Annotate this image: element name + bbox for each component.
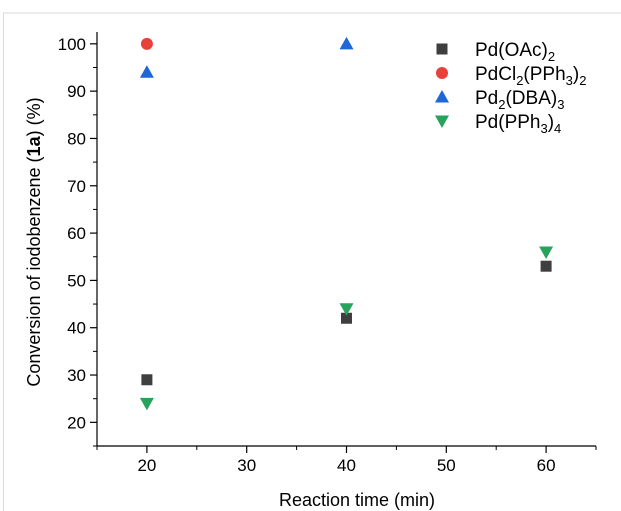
legend-text-part: ): [573, 64, 579, 85]
data-point-triangle-down: [339, 303, 354, 316]
legend-text-part: ): [548, 112, 554, 133]
data-point-triangle-down: [539, 246, 554, 260]
x-tick-label: 40: [337, 456, 356, 475]
y-tick-label: 60: [67, 224, 86, 243]
x-axis-title: Reaction time (min): [279, 490, 435, 510]
legend-subscript: 3: [557, 97, 564, 112]
x-tick-label: 30: [237, 456, 256, 475]
legend-marker-circle: [436, 67, 448, 79]
legend-label: Pd(PPh3)4: [475, 112, 561, 136]
legend-text-part: (DBA): [505, 88, 557, 109]
legend-text-part: Pd(PPh: [475, 112, 540, 133]
data-points: [139, 36, 554, 411]
legend-marker-triangle-up: [435, 90, 449, 103]
y-axis-title-text: Conversion of iodobenzene (: [24, 156, 44, 386]
data-point-circle: [140, 37, 153, 50]
y-tick-label: 80: [67, 129, 86, 148]
data-point-triangle-up: [339, 36, 354, 50]
legend-label: PdCl2(PPh3)2: [475, 64, 586, 88]
y-tick-label: 90: [67, 82, 86, 101]
legend-subscript: 2: [579, 73, 586, 88]
legend-subscript: 3: [540, 121, 547, 136]
legend-marker-triangle-down: [435, 115, 449, 128]
legend-subscript: 2: [548, 49, 555, 64]
legend-text-part: Pd(OAc): [475, 40, 548, 61]
y-axis-title-unit: ) (%): [24, 97, 44, 136]
legend-label: Pd(OAc)2: [475, 40, 555, 64]
y-tick-label: 70: [67, 177, 86, 196]
data-point-square: [341, 312, 352, 324]
x-tick-label: 50: [437, 456, 456, 475]
legend-label: Pd2(DBA)3: [475, 88, 564, 112]
legend-subscript: 2: [516, 73, 523, 88]
y-axis-title-compound: 1a: [24, 135, 44, 156]
legend-subscript: 4: [554, 121, 561, 136]
data-point-square: [540, 260, 552, 272]
data-point-square: [141, 374, 153, 386]
y-tick-label: 20: [67, 413, 86, 432]
x-axis-ticks: 20 30 40 50 60: [96, 446, 597, 475]
x-tick-label: 20: [137, 456, 156, 475]
legend-subscript: 3: [566, 73, 573, 88]
y-tick-label: 40: [67, 319, 86, 338]
legend-text-part: PdCl: [475, 64, 516, 85]
y-tick-label: 30: [67, 366, 86, 385]
y-tick-label: 100: [58, 35, 86, 54]
y-tick-label: 50: [67, 271, 86, 290]
y-axis-title: Conversion of iodobenzene (1a) (%): [24, 97, 44, 386]
legend-text-part: Pd: [475, 88, 498, 109]
x-tick-label: 60: [537, 456, 556, 475]
legend-text-part: (PPh: [523, 64, 565, 85]
y-axis-ticks: 20 30 40 50 60 70 80 90 100: [58, 35, 97, 447]
data-point-triangle-down: [139, 397, 154, 411]
legend-subscript: 2: [498, 97, 505, 112]
legend-marker-square: [436, 43, 448, 55]
data-point-triangle-up: [139, 65, 154, 78]
